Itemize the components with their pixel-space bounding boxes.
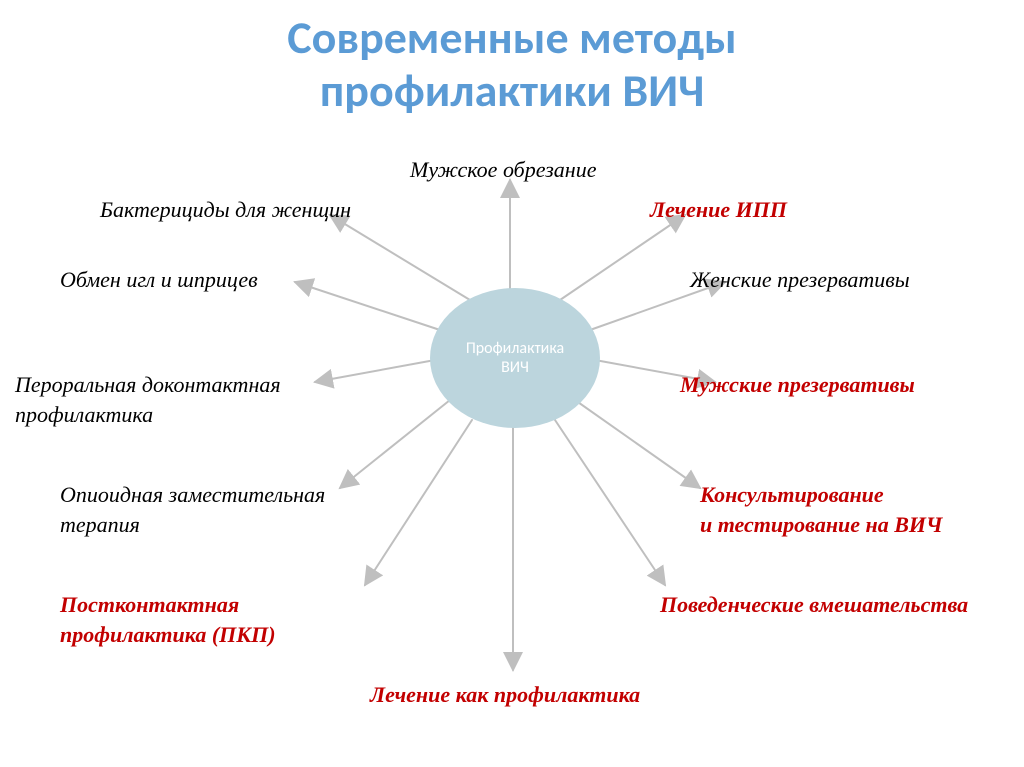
arrow-9 bbox=[365, 420, 472, 585]
method-node-6: Мужские презервативы bbox=[680, 370, 915, 400]
arrow-2 bbox=[560, 215, 685, 300]
method-node-0: Мужское обрезание bbox=[410, 155, 596, 185]
arrow-10 bbox=[555, 420, 665, 585]
method-node-9: Постконтактная профилактика (ПКП) bbox=[60, 590, 276, 649]
center-hub: Профилактика ВИЧ bbox=[430, 288, 600, 428]
method-node-2: Лечение ИПП bbox=[650, 195, 787, 225]
arrow-3 bbox=[295, 282, 440, 330]
method-node-1: Бактерициды для женщин bbox=[100, 195, 351, 225]
arrow-1 bbox=[330, 215, 470, 300]
arrow-8 bbox=[575, 400, 700, 488]
method-node-5: Пероральная доконтактная профилактика bbox=[15, 370, 281, 429]
method-node-4: Женские презервативы bbox=[690, 265, 910, 295]
method-node-7: Опиоидная заместительная терапия bbox=[60, 480, 325, 539]
arrow-7 bbox=[340, 400, 450, 488]
method-node-8: Консультирование и тестирование на ВИЧ bbox=[700, 480, 943, 539]
method-node-11: Лечение как профилактика bbox=[370, 680, 640, 710]
center-label: Профилактика ВИЧ bbox=[466, 339, 564, 377]
arrow-5 bbox=[315, 360, 435, 382]
method-node-3: Обмен игл и шприцев bbox=[60, 265, 258, 295]
method-node-10: Поведенческие вмешательства bbox=[660, 590, 968, 620]
